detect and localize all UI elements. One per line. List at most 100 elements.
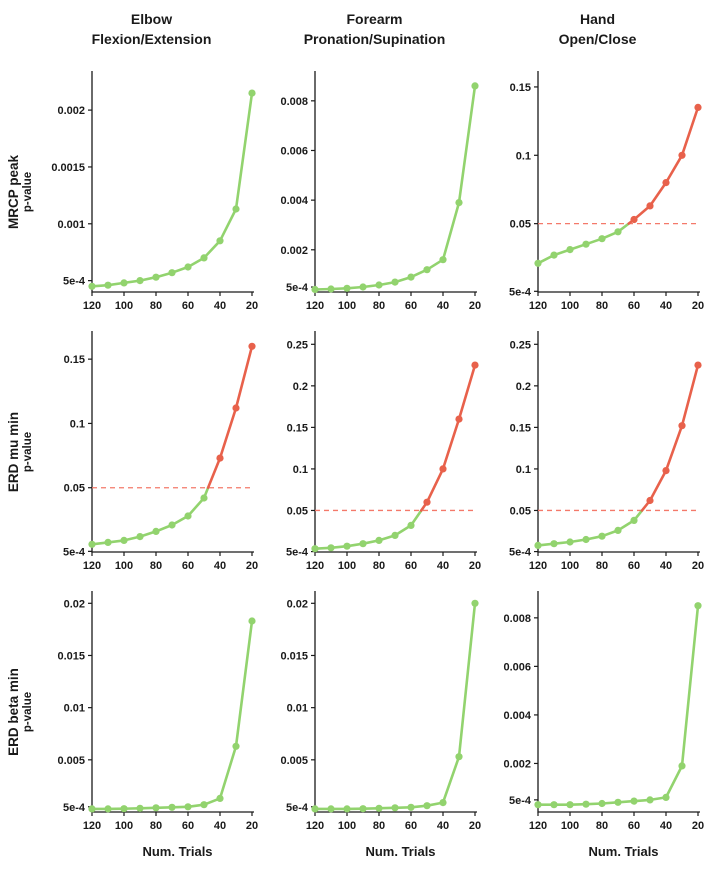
data-line (627, 106, 700, 225)
data-point (359, 540, 367, 548)
metric-label: MRCP peak (6, 154, 21, 230)
data-point (678, 151, 686, 159)
x-tick-label: 20 (692, 820, 704, 832)
x-tick-label: 60 (182, 300, 194, 312)
x-axis-label: Num. Trials (365, 844, 436, 859)
metric-label: ERD beta min (6, 668, 22, 756)
data-point (423, 498, 431, 506)
x-tick-label: 120 (83, 560, 101, 572)
data-point (216, 454, 224, 462)
bottom-spacer (0, 842, 40, 872)
data-point (662, 179, 670, 187)
axis (91, 331, 254, 553)
y-tick-label: 0.15 (510, 422, 531, 434)
chart-svg: 5e-4 0.05 0.1 0.15 120 100 80 60 40 20 (63, 331, 258, 572)
data-point (216, 237, 224, 245)
data-point (455, 753, 463, 761)
y-tick-label: 0.01 (287, 703, 308, 715)
column-title-line1: Forearm (346, 11, 403, 27)
metric-label: ERD mu min (6, 411, 22, 493)
rotated-label: MRCP peak p-value (6, 155, 34, 229)
data-point (120, 279, 128, 287)
x-tick-label: 20 (246, 300, 258, 312)
y-tick-label: 0.05 (510, 505, 531, 517)
y-tick-label: 0.15 (287, 422, 308, 434)
y-tick-label: 0.002 (503, 758, 531, 770)
axis (314, 591, 477, 813)
x-tick-label: 40 (660, 560, 672, 572)
column-title-line1: Elbow (130, 11, 173, 27)
data-point (184, 512, 192, 520)
rotated-label: ERD mu min p-value (6, 412, 34, 492)
chart-panel-erdbeta-forearm: 5e-4 0.005 0.01 0.015 0.02 120 100 80 60 40 20 (263, 582, 486, 842)
data-point (120, 536, 128, 544)
y-tick-label: 5e-4 (286, 802, 309, 814)
data-point (614, 798, 622, 806)
y-tick-label: 5e-4 (63, 276, 86, 288)
x-tick-label: 80 (596, 300, 608, 312)
data-point (550, 540, 558, 548)
x-tick-label: 120 (83, 300, 101, 312)
y-tick-label: 0.1 (516, 150, 531, 162)
x-tick-label: 80 (150, 300, 162, 312)
x-tick-label: 100 (338, 300, 356, 312)
data-point (88, 805, 96, 813)
column-title-hand: Hand Open/Close (486, 6, 709, 62)
data-point (136, 533, 144, 541)
data-point (375, 281, 383, 289)
x-tick-label: 80 (373, 560, 385, 572)
x-tick-label: 60 (628, 300, 640, 312)
data-line (420, 363, 477, 512)
data-point (327, 805, 335, 813)
x-tick-label: 80 (373, 300, 385, 312)
x-tick-label: 60 (182, 820, 194, 832)
y-tick-label: 5e-4 (509, 286, 532, 298)
column-title-line2: Flexion/Extension (91, 30, 212, 47)
data-point (566, 801, 574, 809)
x-tick-label: 100 (561, 560, 579, 572)
chart-svg: 5e-4 0.001 0.0015 0.002 120 100 80 60 40 20 (51, 71, 258, 312)
data-point (168, 803, 176, 811)
chart-svg: 5e-4 0.005 0.01 0.015 0.02 120 100 80 60 40 20 (57, 591, 258, 832)
x-tick-label: 100 (338, 820, 356, 832)
data-line (536, 604, 700, 806)
data-point (327, 544, 335, 552)
y-tick-label: 0.05 (510, 219, 531, 231)
chart-svg: 5e-4 0.002 0.004 0.006 0.008 120 100 80 60 40 20 (280, 71, 481, 312)
data-point (630, 516, 638, 524)
x-tick-label: 80 (596, 560, 608, 572)
axis (537, 71, 700, 293)
data-line (90, 619, 254, 811)
x-tick-label: 60 (182, 560, 194, 572)
x-tick-label: 20 (469, 820, 481, 832)
data-point (359, 805, 367, 813)
y-tick-label: 0.02 (287, 598, 308, 610)
data-point (311, 545, 319, 553)
x-tick-label: 60 (405, 300, 417, 312)
data-line (313, 509, 423, 550)
chart-panel-mrcp-hand: 5e-4 0.05 0.1 0.15 120 100 80 60 40 20 (486, 62, 709, 322)
y-axis-label: p-value (22, 691, 35, 733)
x-tick-label: 100 (115, 300, 133, 312)
data-point (566, 246, 574, 254)
y-tick-label: 0.25 (287, 339, 308, 351)
y-tick-label: 0.005 (280, 755, 308, 767)
data-line (206, 344, 254, 489)
x-axis-label: Num. Trials (142, 844, 213, 859)
y-tick-label: 0.15 (510, 82, 531, 94)
x-tick-label: 20 (692, 560, 704, 572)
data-point (104, 538, 112, 546)
data-point (694, 602, 702, 610)
chart-panel-erdmu-elbow: 5e-4 0.05 0.1 0.15 120 100 80 60 40 20 (40, 322, 263, 582)
y-tick-label: 0.2 (516, 381, 531, 393)
data-point (343, 542, 351, 550)
data-line (313, 601, 477, 811)
rotated-label: ERD beta min p-value (6, 668, 34, 756)
data-point (598, 532, 606, 540)
y-tick-label: 0.25 (510, 339, 531, 351)
column-title-forearm: Forearm Pronation/Supination (263, 6, 486, 62)
y-tick-label: 0.2 (293, 381, 308, 393)
x-tick-label: 60 (628, 560, 640, 572)
data-point (455, 199, 463, 207)
data-point (678, 422, 686, 430)
